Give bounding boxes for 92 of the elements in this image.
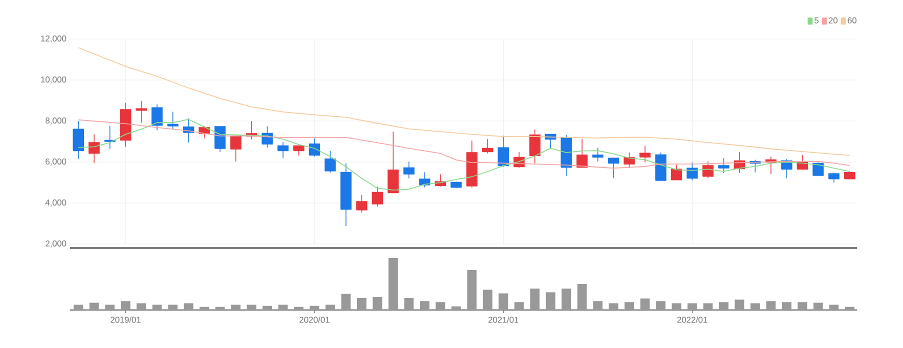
x-tick-label: 2019/01 — [110, 316, 141, 323]
y-tick-label: 8,000 — [46, 117, 66, 124]
bar — [624, 302, 634, 310]
candlestick — [372, 186, 384, 208]
bar — [813, 302, 823, 310]
candlestick — [529, 129, 540, 164]
bar — [593, 301, 603, 310]
bar — [514, 302, 524, 310]
bar — [482, 290, 492, 310]
bar — [120, 301, 130, 310]
bar — [89, 302, 99, 310]
bar — [766, 301, 776, 310]
bar — [688, 303, 697, 310]
bar — [719, 302, 728, 310]
y-tick-label: 12,000 — [41, 35, 66, 42]
candlestick — [277, 142, 289, 159]
bar — [672, 303, 682, 310]
bar — [467, 270, 477, 310]
bar — [451, 306, 461, 310]
candlestick — [214, 126, 226, 152]
x-tick-label: 2020/01 — [300, 316, 330, 323]
candlestick — [828, 172, 840, 183]
bar — [750, 303, 760, 310]
bar — [829, 304, 839, 310]
candlestick — [152, 104, 163, 131]
candlestick — [72, 120, 84, 160]
candlestick — [576, 138, 588, 168]
y-tick-label: 2,000 — [46, 240, 66, 248]
x-tick-label: 2021/01 — [488, 316, 518, 323]
candlestick — [356, 194, 368, 214]
bar — [74, 304, 84, 310]
candlestick — [608, 158, 620, 179]
line-series — [78, 47, 850, 156]
candlestick — [167, 111, 178, 130]
x-tick-label: 2022/01 — [677, 316, 708, 323]
legend-label: 20 — [828, 17, 838, 24]
bar — [562, 288, 572, 310]
bar — [782, 302, 792, 310]
y-tick-label: 10,000 — [41, 76, 66, 84]
candlestick — [718, 158, 730, 174]
bar — [372, 296, 382, 310]
candlestick — [293, 145, 304, 156]
bar — [420, 301, 430, 310]
candlestick — [388, 131, 399, 194]
candlestick — [639, 145, 651, 163]
bar — [310, 306, 320, 310]
candlestick — [812, 162, 824, 176]
bar — [844, 306, 854, 310]
bar — [734, 300, 744, 310]
candlestick — [324, 150, 336, 174]
candlestick — [592, 147, 604, 162]
bar — [341, 294, 351, 310]
candlestick — [403, 161, 415, 179]
y-tick-label: 4,000 — [45, 199, 66, 206]
bar — [388, 258, 398, 310]
bar — [498, 293, 508, 310]
candlestick — [230, 136, 242, 162]
bar — [577, 284, 587, 310]
bar — [357, 298, 366, 310]
bar — [608, 303, 618, 310]
y-tick-label: 6,000 — [46, 158, 66, 166]
bar — [184, 303, 194, 310]
legend-label: 5 — [814, 17, 819, 24]
legend-label: 60 — [848, 17, 856, 24]
bar — [168, 304, 178, 310]
candlestick — [498, 135, 509, 168]
bar — [262, 306, 272, 310]
bar — [530, 288, 540, 310]
candlestick — [419, 172, 430, 188]
bar — [294, 306, 304, 310]
candlestick — [308, 138, 320, 158]
bar — [105, 304, 115, 310]
bar — [546, 292, 556, 310]
line-series — [78, 119, 850, 169]
candlestick — [88, 134, 100, 164]
bar — [656, 301, 666, 310]
bar — [798, 302, 808, 310]
bar — [215, 306, 225, 310]
bar — [404, 298, 414, 310]
bar — [136, 303, 146, 310]
bar — [231, 304, 241, 310]
bar — [326, 304, 335, 310]
bar — [200, 306, 210, 310]
bar — [246, 304, 256, 310]
candlestick — [702, 160, 714, 179]
candlestick — [686, 162, 698, 181]
bar — [703, 303, 713, 310]
bar — [278, 304, 288, 310]
candlestick — [482, 138, 494, 154]
bar — [436, 302, 446, 310]
bar — [152, 304, 162, 310]
bar — [640, 298, 650, 310]
